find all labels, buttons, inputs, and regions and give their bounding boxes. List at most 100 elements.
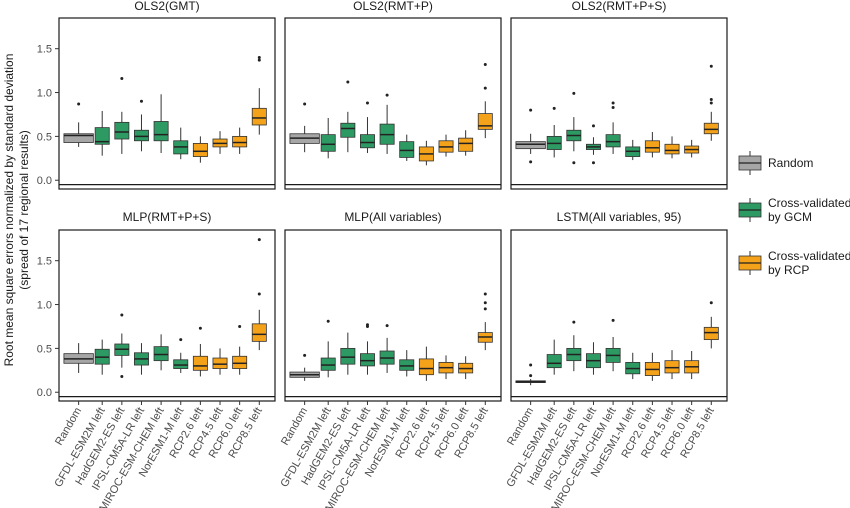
box-ipsl-cm5a-lr-left bbox=[586, 342, 601, 375]
legend-label: by GCM bbox=[768, 210, 812, 224]
outlier-point bbox=[257, 58, 261, 62]
panel-1: OLS2(GMT) 0.0 0.5 1.0 1.5 bbox=[37, 0, 276, 190]
box-body bbox=[703, 326, 719, 341]
box-gfdl-esm2m-left bbox=[546, 339, 562, 375]
box-body bbox=[340, 347, 356, 365]
box-rcp4-5-left bbox=[664, 136, 680, 159]
box-rcp4-5-left bbox=[212, 131, 228, 154]
box-body bbox=[399, 141, 415, 158]
outlier-point bbox=[365, 323, 369, 327]
box-random bbox=[63, 343, 94, 373]
outlier-point bbox=[120, 77, 124, 81]
outlier-point bbox=[483, 86, 487, 90]
box-gfdl-esm2m-left bbox=[546, 106, 562, 158]
y-tick-label: 1.0 bbox=[37, 300, 52, 312]
box-hadgem2-es-left bbox=[340, 332, 356, 375]
box-rcp8-5-left bbox=[477, 62, 493, 139]
outlier-point bbox=[120, 313, 124, 317]
outlier-point bbox=[709, 98, 713, 102]
outlier-point bbox=[709, 301, 713, 305]
panel-title: OLS2(GMT) bbox=[134, 0, 199, 13]
outlier-point bbox=[483, 301, 487, 305]
box-rcp4-5-left bbox=[438, 134, 454, 157]
box-hadgem2-es-left bbox=[566, 91, 582, 165]
outlier-point bbox=[529, 160, 533, 164]
outlier-point bbox=[179, 338, 183, 342]
box-body bbox=[644, 140, 660, 153]
box-body bbox=[360, 134, 375, 149]
box-random bbox=[289, 102, 320, 153]
box-noresm1-m-left bbox=[399, 350, 415, 377]
box-body bbox=[546, 354, 562, 369]
box-noresm1-m-left bbox=[173, 338, 189, 373]
box-miroc-esm-chem-left bbox=[605, 318, 621, 372]
outlier-point bbox=[346, 80, 350, 84]
outlier-point bbox=[365, 101, 369, 105]
box-body bbox=[251, 107, 267, 126]
outlier-point bbox=[120, 374, 124, 378]
box-body bbox=[173, 359, 189, 369]
outlier-point bbox=[552, 106, 556, 110]
outlier-point bbox=[709, 101, 713, 105]
box-rcp2-6-left bbox=[418, 346, 434, 381]
box-body bbox=[94, 127, 110, 145]
panel-border bbox=[284, 17, 502, 190]
y-tick-label: 1.5 bbox=[37, 256, 52, 268]
outlier-point bbox=[529, 363, 533, 367]
box-random bbox=[289, 353, 320, 381]
box-noresm1-m-left bbox=[173, 127, 189, 160]
box-hadgem2-es-left bbox=[340, 80, 356, 153]
panel-border bbox=[510, 17, 728, 190]
box-rcp2-6-left bbox=[192, 326, 208, 377]
outlier-point bbox=[198, 326, 202, 330]
box-body bbox=[515, 141, 546, 150]
outlier-point bbox=[611, 105, 615, 109]
panel-2: OLS2(RMT+P) bbox=[284, 0, 502, 190]
box-hadgem2-es-left bbox=[114, 313, 130, 378]
box-rcp2-6-left bbox=[644, 352, 660, 381]
box-rcp2-6-left bbox=[192, 136, 208, 163]
legend-label: by RCP bbox=[768, 263, 809, 277]
box-rcp2-6-left bbox=[418, 140, 434, 166]
panel-border bbox=[510, 229, 728, 402]
box-rcp8-5-left bbox=[251, 238, 267, 351]
box-hadgem2-es-left bbox=[114, 77, 130, 154]
legend-label: Random bbox=[768, 156, 813, 170]
box-body bbox=[212, 357, 228, 369]
box-rcp4-5-left bbox=[438, 355, 454, 380]
box-rcp6-0-left bbox=[232, 127, 248, 154]
outlier-point bbox=[572, 320, 576, 324]
box-rcp6-0-left bbox=[232, 324, 248, 375]
box-body bbox=[664, 360, 680, 374]
box-body bbox=[320, 134, 336, 152]
box-body bbox=[360, 353, 375, 367]
box-body bbox=[399, 359, 415, 371]
panel-border bbox=[58, 17, 276, 190]
facet-panels: OLS2(GMT) 0.0 0.5 1.0 1.5 OLS2(RMT+P) OLS2(RMT… bbox=[37, 0, 728, 508]
box-rcp8-5-left bbox=[251, 55, 267, 135]
box-random bbox=[515, 363, 546, 386]
box-ipsl-cm5a-lr-left bbox=[360, 101, 375, 154]
legend-label: Cross-validated bbox=[768, 196, 850, 210]
outlier-point bbox=[139, 99, 143, 103]
box-hadgem2-es-left bbox=[566, 320, 582, 372]
box-body bbox=[703, 122, 719, 135]
box-rcp2-6-left bbox=[644, 132, 660, 158]
box-body bbox=[458, 137, 474, 152]
panel-6: LSTM(All variables, 95)RandomGFDL-ESM2M … bbox=[504, 210, 728, 508]
box-random bbox=[515, 108, 546, 164]
box-body bbox=[251, 323, 267, 342]
box-rcp6-0-left bbox=[458, 130, 474, 156]
panel-title: OLS2(RMT+P+S) bbox=[572, 0, 667, 13]
box-ipsl-cm5a-lr-left bbox=[360, 323, 375, 375]
box-rcp6-0-left bbox=[458, 356, 474, 380]
box-gfdl-esm2m-left bbox=[94, 110, 110, 156]
box-body bbox=[134, 129, 149, 142]
outlier-point bbox=[709, 64, 713, 68]
y-axis-label: Root mean square errors normalized by st… bbox=[2, 54, 31, 367]
box-gfdl-esm2m-left bbox=[94, 339, 110, 375]
